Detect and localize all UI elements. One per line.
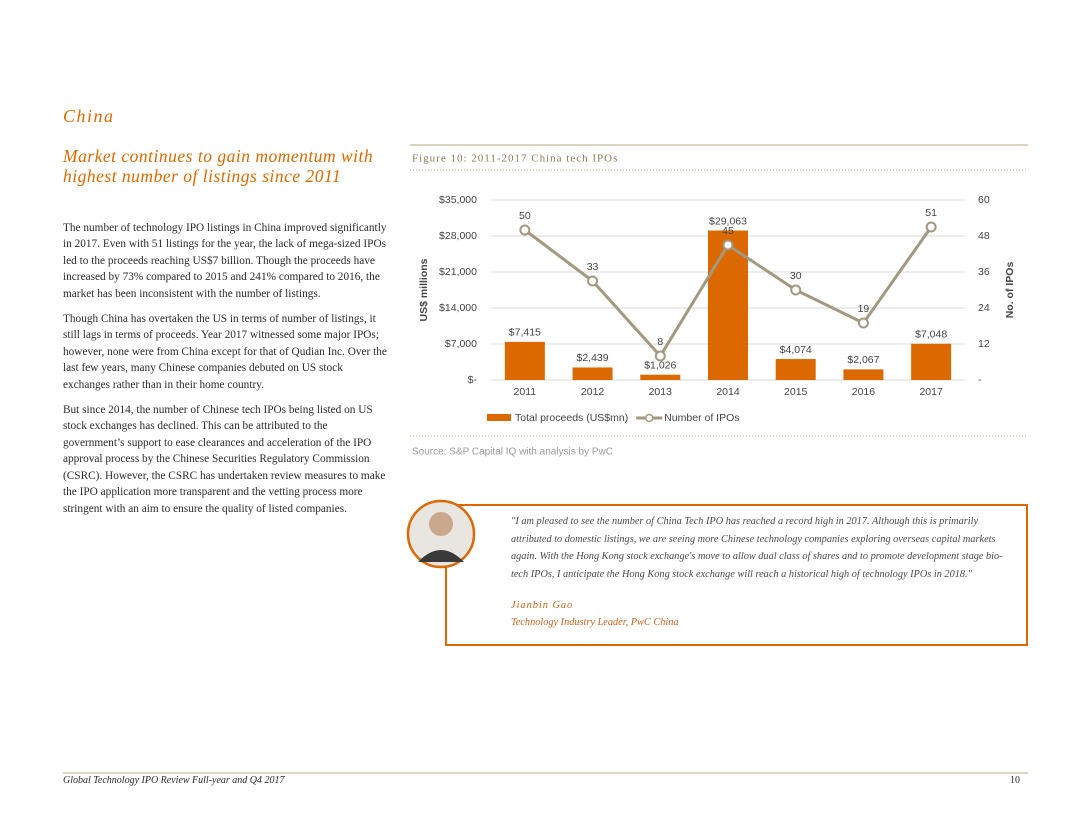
data-label: $7,415 bbox=[509, 327, 541, 339]
bar bbox=[911, 343, 952, 380]
marker bbox=[654, 350, 666, 362]
y2-tick-label: 24 bbox=[978, 302, 990, 314]
legend-swatch bbox=[487, 414, 511, 421]
legend-label: Total proceeds (US$mn) bbox=[515, 412, 628, 424]
bar bbox=[843, 369, 884, 380]
section-title: China bbox=[63, 106, 115, 126]
y-tick-label: $- bbox=[468, 374, 478, 386]
x-tick-label: 2011 bbox=[514, 386, 537, 398]
paragraph: But since 2014, the number of Chinese te… bbox=[63, 404, 386, 515]
marker bbox=[790, 284, 802, 296]
marker bbox=[519, 224, 531, 236]
data-label: $4,074 bbox=[780, 344, 812, 356]
data-label: 19 bbox=[858, 303, 870, 315]
bar bbox=[504, 341, 545, 380]
y2-tick-label: 12 bbox=[978, 338, 990, 350]
y-axis-title: US$ millions bbox=[418, 258, 430, 321]
headline: Market continues to gain momentum with h… bbox=[63, 146, 374, 186]
chart-title: Figure 10: 2011-2017 China tech IPOs bbox=[412, 153, 618, 165]
footer-title: Global Technology IPO Review Full-year a… bbox=[63, 775, 285, 786]
legend-label: Number of IPOs bbox=[664, 412, 739, 424]
y-tick-label: $14,000 bbox=[439, 302, 477, 314]
data-label: 51 bbox=[925, 207, 937, 219]
legend-marker bbox=[644, 413, 654, 423]
quote-text: "I am pleased to see the number of China… bbox=[511, 516, 1003, 580]
data-label: $7,048 bbox=[915, 329, 947, 341]
x-tick-label: 2012 bbox=[581, 386, 605, 398]
quote-box bbox=[445, 504, 1028, 646]
y-tick-label: $35,000 bbox=[439, 194, 477, 206]
portrait-face bbox=[429, 512, 453, 536]
source: Source: S&P Capital IQ with analysis by … bbox=[412, 447, 613, 458]
data-label: $2,067 bbox=[847, 354, 879, 366]
paragraph: Though China has overtaken the US in ter… bbox=[63, 313, 387, 391]
marker bbox=[925, 221, 937, 233]
y-tick-label: $28,000 bbox=[439, 230, 477, 242]
page-number: 10 bbox=[1010, 775, 1020, 786]
x-tick-label: 2014 bbox=[716, 386, 740, 398]
data-label: $1,026 bbox=[644, 360, 676, 372]
quote-name: Jianbin Gao bbox=[511, 600, 574, 611]
x-tick-label: 2015 bbox=[784, 386, 808, 398]
y2-tick-label: - bbox=[978, 374, 982, 386]
x-tick-label: 2016 bbox=[852, 386, 876, 398]
marker bbox=[587, 275, 599, 287]
y2-tick-label: 36 bbox=[978, 266, 990, 278]
body: The number of technology IPO listings in… bbox=[63, 220, 389, 526]
y-tick-label: $7,000 bbox=[445, 338, 477, 350]
y2-tick-label: 48 bbox=[978, 230, 990, 242]
data-label: 30 bbox=[790, 270, 802, 282]
data-label: 50 bbox=[519, 210, 531, 222]
paragraph: The number of technology IPO listings in… bbox=[63, 222, 387, 300]
bar bbox=[572, 367, 613, 380]
bar bbox=[775, 359, 816, 380]
marker bbox=[722, 239, 734, 251]
data-label: 45 bbox=[722, 225, 734, 237]
y-tick-label: $21,000 bbox=[439, 266, 477, 278]
quote-role: Technology Industry Leader, PwC China bbox=[511, 617, 679, 628]
bar bbox=[640, 374, 681, 380]
y2-axis-title: No. of IPOs bbox=[1004, 262, 1016, 319]
marker bbox=[857, 317, 869, 329]
data-label: $2,439 bbox=[577, 352, 609, 364]
y2-tick-label: 60 bbox=[978, 194, 990, 206]
data-label: 8 bbox=[657, 336, 663, 348]
data-label: 33 bbox=[587, 261, 599, 273]
x-tick-label: 2013 bbox=[649, 386, 673, 398]
portrait-body bbox=[418, 550, 464, 562]
data-label: $29,063 bbox=[709, 215, 747, 227]
x-tick-label: 2017 bbox=[919, 386, 943, 398]
